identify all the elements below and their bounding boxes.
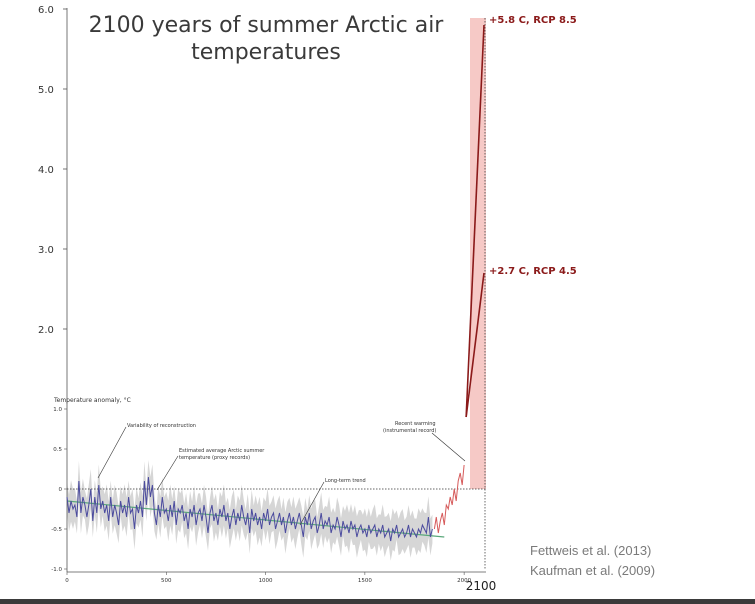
x-tick-label: 2000: [457, 578, 471, 584]
annotation-leader: [299, 481, 325, 526]
y-tick-label-upper: 2.0: [38, 325, 54, 336]
projection-line-rcp85: [465, 24, 485, 418]
x-tick-label-2100: 2100: [466, 579, 497, 593]
annotation-proxy-line1: Estimated average Arctic summer: [179, 448, 265, 454]
credit-kaufman: Kaufman et al. (2009): [530, 563, 656, 578]
x-tick-label: 1500: [358, 578, 372, 584]
y-tick-label-lower: -1.0: [51, 567, 62, 573]
projection-label-rcp45: +2.7 C, RCP 4.5: [489, 266, 577, 277]
chart-title-line1: 2100 years of summer Arctic air: [88, 13, 444, 38]
annotation-leader: [97, 426, 127, 479]
projection-line-rcp45: [465, 272, 485, 418]
y-tick-label-lower: 1.0: [53, 407, 62, 413]
x-tick-label: 500: [161, 578, 172, 584]
annotation-leader: [431, 432, 466, 462]
annotation-leader: [156, 455, 179, 491]
projection-label-rcp85: +5.8 C, RCP 8.5: [489, 15, 577, 26]
y-tick-label-upper: 6.0: [38, 5, 54, 16]
annotation-variability: Variability of reconstruction: [127, 423, 196, 429]
x-tick-label: 1000: [259, 578, 273, 584]
chart-title-line2: temperatures: [191, 40, 341, 65]
y-tick-label-upper: 3.0: [38, 245, 54, 256]
annotation-warming-line2: (instrumental record): [383, 428, 436, 434]
y-tick-label-upper: 4.0: [38, 165, 54, 176]
annotation-trend: Long-term trend: [325, 478, 366, 484]
annotation-proxy-line2: temperature (proxy records): [179, 455, 250, 461]
y-tick-label-lower: 0: [59, 487, 63, 493]
credit-fettweis: Fettweis et al. (2013): [530, 543, 652, 558]
projection-band: [470, 18, 486, 489]
bottom-bar: [0, 599, 755, 604]
chart-title: 2100 years of summer Arctic air temperat…: [70, 12, 462, 66]
y-tick-label-upper: 5.0: [38, 85, 54, 96]
instrumental-line: [433, 464, 465, 534]
annotation-warming-line1: Recent warming: [395, 421, 436, 427]
y-tick-label-lower: 0.5: [53, 447, 62, 453]
y-axis-label: Temperature anomaly, °C: [53, 397, 131, 404]
x-tick-label: 0: [65, 578, 69, 584]
proxy-line: [66, 476, 433, 542]
y-tick-label-lower: -0.5: [51, 527, 62, 533]
